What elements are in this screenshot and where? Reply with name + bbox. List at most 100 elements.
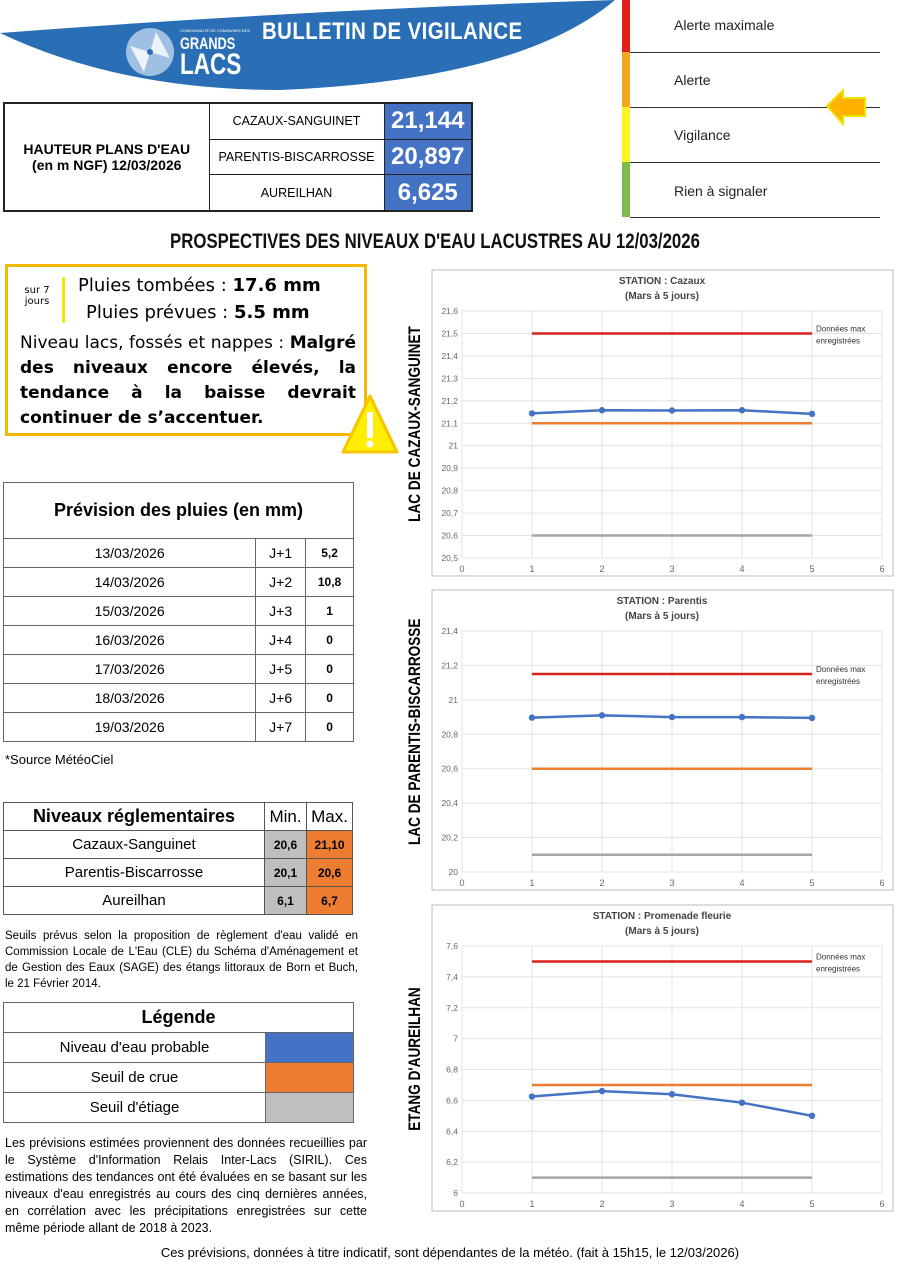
chart-frame [431,904,894,1212]
data-point [738,407,746,414]
x-tick-label: 4 [739,1199,744,1209]
y-tick-label: 20,8 [441,729,458,739]
x-tick-label: 0 [459,564,464,574]
chart-title: STATION : Parentis [617,596,708,607]
x-tick-label: 5 [809,1199,814,1209]
chart-title: STATION : Promenade fleurie [593,911,732,922]
y-tick-label: 20,8 [441,486,458,496]
x-tick-label: 2 [599,878,604,888]
y-tick-label: 20,9 [441,463,458,473]
x-tick-label: 6 [879,878,884,888]
x-tick-label: 3 [669,1199,674,1209]
y-tick-label: 20,4 [441,798,458,808]
data-point [668,1091,676,1098]
forecast-row: 15/03/2026 J+3 1 [2,596,354,626]
level-label: Alerte maximale [674,17,775,33]
section-title: PROSPECTIVES DES NIVEAUX D'EAU LACUSTRES… [170,230,700,253]
y-tick-label: 21,2 [441,396,458,406]
rain-summary-box: sur 7 jours Pluies tombées : 17.6 mm Plu… [5,264,367,436]
x-tick-label: 0 [459,1199,464,1209]
station-value: 21,144 [383,102,473,140]
y-tick-label: 20,2 [441,833,458,843]
forecast-source: *Source MétéoCiel [5,752,114,767]
y-tick-label: 21 [449,441,459,451]
logo-text-grands: GRANDS [180,34,236,53]
level-bar-yellow [622,107,630,162]
y-tick-label: 7,6 [446,941,458,951]
data-point [598,712,606,719]
y-tick-label: 21,1 [441,418,458,428]
y-tick-label: 21 [449,695,459,705]
y-tick-label: 21,4 [441,626,458,636]
level-bar-orange [622,52,630,107]
x-tick-label: 1 [529,1199,534,1209]
chart-frame [431,589,894,891]
water-height-table: HAUTEUR PLANS D'EAU (en m NGF) 12/03/2026… [3,102,473,212]
forecast-row: 16/03/2026 J+4 0 [2,625,354,655]
regulatory-row: Aureilhan 6,1 6,7 [3,886,353,915]
x-tick-label: 3 [669,564,674,574]
y-tick-label: 6,2 [446,1157,458,1167]
y-tick-label: 20,5 [441,553,458,563]
regulatory-row: Parentis-Biscarrosse 20,1 20,6 [3,858,353,887]
current-level-arrow-icon [825,87,866,127]
level-label: Alerte [674,72,711,88]
station-name: PARENTIS-BISCARROSSE [208,138,385,176]
period-label: sur 7 jours [24,285,50,307]
chart-1: STATION : Parentis (Mars à 5 jours) 0 1 2 3 4 5… [431,589,894,891]
x-tick-label: 2 [599,564,604,574]
page-title: BULLETIN DE VIGILANCE [262,18,523,45]
regulatory-row: Cazaux-Sanguinet 20,6 21,10 [3,830,353,859]
chart-subtitle: (Mars à 5 jours) [625,611,699,622]
chart-2: STATION : Promenade fleurie (Mars à 5 jou… [431,904,894,1212]
forecast-row: 17/03/2026 J+5 0 [2,654,354,684]
y-tick-label: 7 [453,1034,458,1044]
header-banner [0,0,615,90]
y-tick-label: 21,5 [441,328,458,338]
level-bar-green [622,162,630,217]
x-tick-label: 4 [739,878,744,888]
y-tick-label: 21,3 [441,373,458,383]
legend-table: Légende Niveau d'eau probable Seuil de c… [3,1002,354,1123]
x-tick-label: 5 [809,878,814,888]
y-tick-label: 6,8 [446,1065,458,1075]
forecast-row: 19/03/2026 J+7 0 [2,712,354,742]
forecast-row: 14/03/2026 J+2 10,8 [2,567,354,597]
forecast-row: 18/03/2026 J+6 0 [2,683,354,713]
status-text: Niveau lacs, fossés et nappes : Malgré d… [20,333,356,428]
x-tick-label: 4 [739,564,744,574]
max-annotation: Données max [816,324,865,333]
methodology-note: Les prévisions estimées proviennent des … [5,1136,367,1235]
station-value: 6,625 [383,174,473,212]
y-tick-label: 21,4 [441,351,458,361]
y-tick-label: 20,6 [441,531,458,541]
rain-fallen: Pluies tombées : 17.6 mm [78,275,321,296]
data-point [808,410,816,418]
logo-small-text: COMMUNAUTÉ DE COMMUNES DES [180,28,251,33]
max-annotation: enregistrées [816,964,860,973]
logo-icon [126,28,174,76]
y-tick-label: 21,2 [441,660,458,670]
station-name: CAZAUX-SANGUINET [208,102,385,140]
regulatory-levels-table: Niveaux réglementaires Min. Max. Cazaux-Sa… [3,802,353,915]
rain-forecast-table: Prévision des pluies (en mm) 13/03/2026 J… [2,482,354,742]
rain-forecast: Pluies prévues : 5.5 mm [86,302,310,323]
chart-subtitle: (Mars à 5 jours) [625,926,699,937]
data-point [738,1099,746,1106]
data-point [808,1112,816,1120]
chart-0: STATION : Cazaux (Mars à 5 jours) 0 1 2 3 4 5 6 2… [431,269,894,577]
level-label: Rien à signaler [674,183,768,199]
y-tick-label: 7,2 [446,1003,458,1013]
x-tick-label: 6 [879,1199,884,1209]
data-point [528,410,536,417]
warning-icon [341,394,399,454]
chart-subtitle: (Mars à 5 jours) [625,291,699,302]
y-tick-label: 21,6 [441,306,458,316]
data-point [528,1093,536,1100]
x-tick-label: 5 [809,564,814,574]
data-point [668,407,676,414]
data-point [528,714,536,721]
max-annotation: Données max [816,665,865,674]
x-tick-label: 0 [459,878,464,888]
forecast-row: 13/03/2026 J+1 5,2 [2,538,354,568]
